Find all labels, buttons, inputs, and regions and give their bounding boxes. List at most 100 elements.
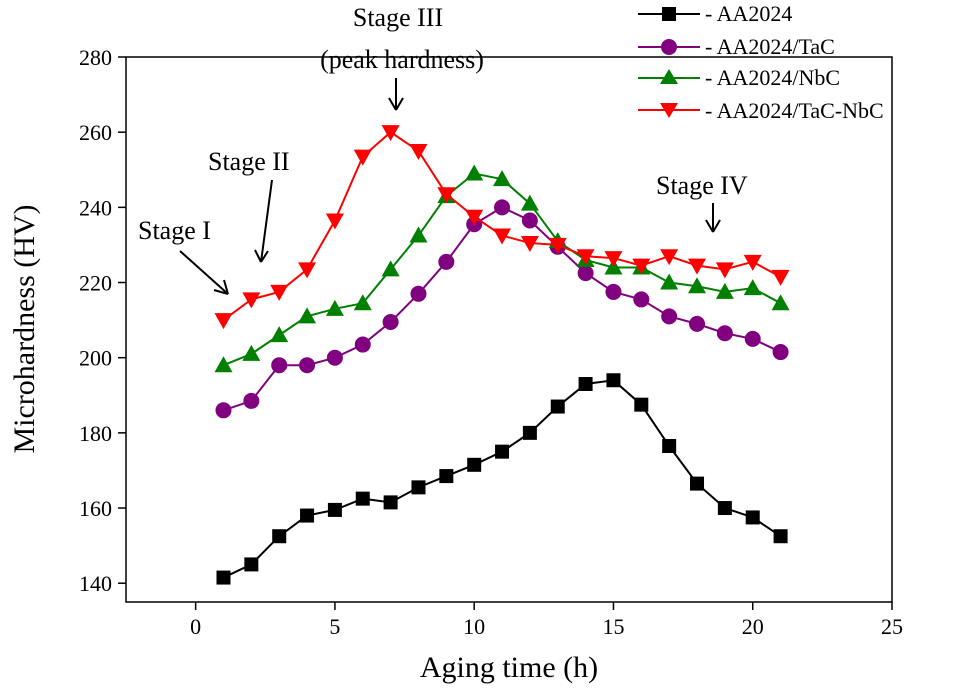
legend-label-aa2024: - AA2024: [705, 1, 792, 26]
series-1-point-0: [215, 402, 232, 419]
series-1-point-15: [633, 291, 650, 308]
series-0-point-17: [690, 476, 705, 491]
series-1: [215, 199, 789, 419]
legend-marker-aa2024: [662, 7, 676, 21]
series-0-point-0: [216, 570, 231, 585]
annotation-stage-2-arrowhead: [254, 249, 269, 263]
legend-item-aa2024-tac-nbc: - AA2024/TaC-NbC: [638, 98, 884, 123]
series-2-point-20: [771, 294, 790, 311]
series-0-point-10: [495, 444, 510, 459]
series-3-point-11: [520, 236, 539, 253]
legend-label-aa2024-tac: - AA2024/TaC: [705, 34, 835, 59]
series-3-point-12: [548, 237, 567, 254]
series-1-point-19: [744, 330, 761, 347]
series-0-point-18: [717, 501, 732, 516]
annotation-stage-3-label: Stage III: [353, 3, 443, 32]
series-3-point-6: [381, 125, 400, 142]
series-2-point-18: [715, 282, 734, 299]
series-1-point-11: [521, 212, 538, 229]
legend-item-aa2024-nbc: - AA2024/NbC: [638, 65, 840, 90]
x-axis-title: Aging time (h): [420, 651, 598, 684]
y-tick-label-4: 220: [79, 271, 112, 296]
series-2-point-6: [381, 260, 400, 277]
series-2-point-10: [493, 170, 512, 187]
series-1-point-6: [382, 313, 399, 330]
series-3-point-17: [688, 258, 707, 275]
series-2-point-1: [242, 344, 261, 361]
series-1-point-8: [438, 253, 455, 270]
series-3-point-13: [576, 249, 595, 266]
annotation-stage-1-arrow: [179, 250, 229, 295]
series-2: [214, 164, 790, 373]
annotation-stage-3-arrowhead: [388, 97, 404, 111]
series-3-point-1: [242, 292, 261, 309]
annotation-stage-3: Stage III (peak hardness): [320, 3, 484, 111]
series-0-point-6: [383, 495, 398, 510]
series-1-point-16: [661, 308, 678, 325]
series-2-point-17: [688, 277, 707, 294]
series-2-point-0: [214, 356, 233, 373]
series-3-point-18: [715, 262, 734, 279]
legend-marker-aa2024-tac-nbc: [660, 103, 678, 118]
annotation-stage-2-label: Stage II: [208, 147, 290, 176]
series-0-point-15: [634, 397, 649, 412]
x-tick-label-2: 10: [463, 614, 485, 639]
legend-item-aa2024-tac: - AA2024/TaC: [638, 34, 835, 59]
series-3-point-14: [604, 251, 623, 268]
y-tick-label-6: 260: [79, 120, 112, 145]
plot-frame: [125, 56, 893, 603]
series-3-point-7: [409, 143, 428, 160]
series-0-point-7: [411, 480, 426, 495]
series-2-point-4: [325, 299, 344, 316]
series-0: [216, 373, 788, 585]
series-1-point-2: [271, 357, 288, 374]
y-axis: 140 160 180 200 220 240 260 280: [79, 45, 126, 596]
series-3-point-15: [632, 258, 651, 275]
series-0-point-14: [606, 373, 621, 388]
series-1-point-7: [410, 285, 427, 302]
annotation-stage-1: Stage I: [138, 216, 229, 295]
series-2-point-5: [353, 294, 372, 311]
series-3-point-16: [660, 249, 679, 266]
series-0-point-11: [522, 425, 537, 440]
series-3-point-5: [353, 149, 372, 166]
series-1-point-20: [772, 344, 789, 361]
y-tick-label-7: 280: [79, 45, 112, 70]
series-3-point-2: [270, 284, 289, 301]
series-3-point-19: [743, 254, 762, 271]
series-2-point-7: [409, 226, 428, 243]
series-1-point-14: [605, 283, 622, 300]
series-2-point-16: [660, 273, 679, 290]
series-3: [214, 125, 790, 330]
series-1-point-18: [716, 325, 733, 342]
series-0-point-16: [662, 439, 677, 454]
series-2-point-11: [520, 194, 539, 211]
series-1-point-13: [577, 265, 594, 282]
x-tick-label-1: 5: [329, 614, 340, 639]
y-axis-title: Microhardness (HV): [8, 204, 41, 453]
series-0-point-9: [467, 457, 482, 472]
series-0-point-1: [244, 557, 259, 572]
legend-label-aa2024-tac-nbc: - AA2024/TaC-NbC: [705, 98, 884, 123]
x-tick-label-3: 15: [602, 614, 624, 639]
series-1-point-17: [689, 315, 706, 332]
y-tick-label-0: 140: [79, 571, 112, 596]
series-0-point-12: [550, 399, 565, 414]
series-1-point-5: [354, 336, 371, 353]
y-tick-label-5: 240: [79, 195, 112, 220]
series-layer: [214, 125, 790, 585]
series-3-point-0: [214, 313, 233, 330]
annotation-stage-4-arrowhead: [705, 219, 721, 233]
series-1-point-1: [243, 392, 260, 409]
series-0-point-2: [272, 529, 287, 544]
annotation-stage-3-sublabel: (peak hardness): [320, 45, 484, 74]
series-3-point-10: [493, 228, 512, 245]
series-3-point-9: [465, 209, 484, 226]
legend-label-aa2024-nbc: - AA2024/NbC: [705, 65, 840, 90]
annotation-stage-2: Stage II: [208, 147, 290, 263]
series-1-point-10: [494, 199, 511, 216]
annotation-stage-1-label: Stage I: [138, 216, 211, 245]
series-0-point-13: [578, 377, 593, 391]
x-tick-label-5: 25: [881, 614, 903, 639]
